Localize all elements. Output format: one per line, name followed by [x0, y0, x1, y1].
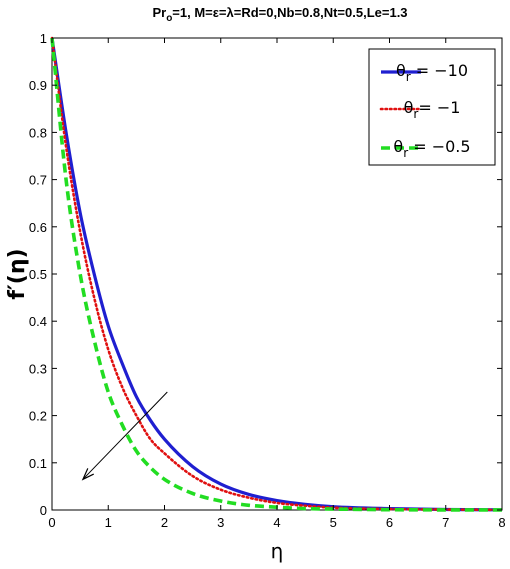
- y-tick-label: 0.9: [29, 78, 47, 93]
- legend-label-subscript: r: [403, 146, 408, 160]
- x-tick-label: 2: [161, 515, 168, 530]
- x-tick-label: 6: [386, 515, 393, 530]
- legend-label-symbol: θ: [393, 137, 403, 156]
- y-tick-label: 0.5: [29, 267, 47, 282]
- y-tick-label: 0.2: [29, 409, 47, 424]
- legend-label-value: = −0.5: [408, 137, 470, 156]
- annotation-arrow-head: [81, 468, 94, 481]
- legend-label-value: = −1: [418, 98, 460, 117]
- y-tick-label: 0.7: [29, 173, 47, 188]
- legend-box: [368, 48, 496, 166]
- chart-title: Pro=1, M=ε=λ=Rd=0,Nb=0.8,Nt=0.5,Le=1.3: [152, 5, 407, 24]
- annotation-arrow-shaft: [82, 391, 168, 480]
- y-axis-label: f′(η): [5, 248, 30, 299]
- y-tick-label: 0.8: [29, 125, 47, 140]
- y-tick-label: 0: [40, 503, 47, 518]
- legend-label-symbol: θ: [404, 98, 414, 117]
- title-part-subscript: o: [166, 13, 172, 24]
- x-tick-label: 0: [48, 515, 55, 530]
- y-tick-label: 0.6: [29, 220, 47, 235]
- legend-label-3: θr = −0.5: [393, 137, 470, 160]
- x-tick-label: 3: [217, 515, 224, 530]
- y-tick-label: 0.1: [29, 456, 47, 471]
- x-tick-label: 4: [273, 515, 280, 530]
- x-tick-label: 7: [442, 515, 449, 530]
- legend-label-1: θr = −10: [396, 61, 468, 84]
- ticks-layer: 0 1 2 3 4 5 6 7 8 0 0.1 0.2 0.3 0.4 0.5 0.6 0.7 0.8 0.9 1: [29, 31, 506, 530]
- title-part-params: =1, M=ε=λ=Rd=0,Nb=0.8,Nt=0.5,Le=1.3: [172, 5, 407, 20]
- annotation-layer: [81, 391, 168, 481]
- x-tick-label: 8: [498, 515, 505, 530]
- x-tick-label: 1: [105, 515, 112, 530]
- legend-label-value: = −10: [411, 61, 468, 80]
- y-tick-label: 0.4: [29, 314, 47, 329]
- title-part-pr: Pr: [152, 5, 166, 20]
- legend-label-symbol: θ: [396, 61, 406, 80]
- y-tick-label: 0.3: [29, 361, 47, 376]
- y-tick-label: 1: [40, 31, 47, 46]
- legend-label-subscript: r: [406, 70, 411, 84]
- x-tick-label: 5: [330, 515, 337, 530]
- legend-label-subscript: r: [413, 107, 418, 121]
- x-axis-label: η: [271, 539, 284, 563]
- legend-label-2: θr= −1: [404, 98, 461, 121]
